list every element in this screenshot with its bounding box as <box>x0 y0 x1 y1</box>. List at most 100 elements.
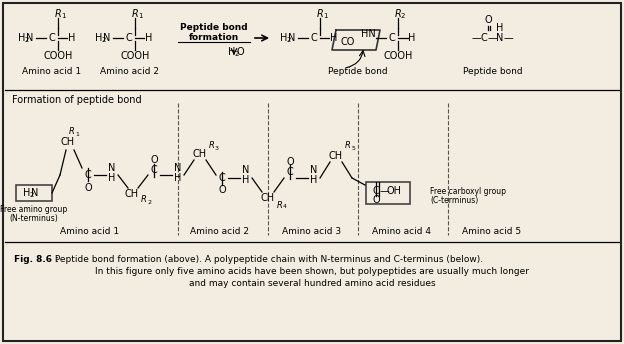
Text: Amino acid 2: Amino acid 2 <box>190 227 250 237</box>
Text: CH: CH <box>61 137 75 147</box>
Text: C: C <box>85 170 91 180</box>
Text: 2: 2 <box>25 37 29 43</box>
Text: HN: HN <box>361 29 376 39</box>
Text: Amino acid 3: Amino acid 3 <box>283 227 341 237</box>
Text: R: R <box>394 9 401 19</box>
Text: 3: 3 <box>215 146 219 151</box>
Text: —: — <box>471 33 481 43</box>
Text: 4: 4 <box>283 204 287 209</box>
Text: N: N <box>26 33 34 43</box>
Text: Amino acid 1: Amino acid 1 <box>61 227 120 237</box>
Text: H: H <box>408 33 416 43</box>
Text: O: O <box>484 15 492 25</box>
Text: —: — <box>379 186 389 196</box>
Text: formation: formation <box>189 33 239 43</box>
Text: 2: 2 <box>102 37 106 43</box>
Text: 1: 1 <box>61 13 66 19</box>
Text: COOH: COOH <box>383 51 412 61</box>
Text: (N-terminus): (N-terminus) <box>9 214 59 223</box>
Text: 2: 2 <box>235 51 239 57</box>
Text: N: N <box>174 163 182 173</box>
Text: C: C <box>480 33 487 43</box>
Text: R: R <box>141 195 147 204</box>
Text: R: R <box>316 9 323 19</box>
Text: 1: 1 <box>138 13 142 19</box>
Text: C: C <box>389 33 396 43</box>
Text: O: O <box>84 183 92 193</box>
Text: H: H <box>280 33 288 43</box>
Text: O: O <box>218 185 226 195</box>
Text: R: R <box>209 141 215 151</box>
Text: R: R <box>69 128 75 137</box>
Text: R: R <box>55 9 61 19</box>
Text: N: N <box>310 165 318 175</box>
Text: C: C <box>150 165 157 175</box>
Text: In this figure only five amino acids have been shown, but polypeptides are usual: In this figure only five amino acids hav… <box>95 268 529 277</box>
Text: —: — <box>487 33 497 43</box>
Text: CH: CH <box>193 149 207 159</box>
Text: O: O <box>236 47 244 57</box>
Text: Free amino group: Free amino group <box>1 205 67 215</box>
Text: 1: 1 <box>75 131 79 137</box>
Text: (C-terminus): (C-terminus) <box>430 195 478 204</box>
Text: Amino acid 1: Amino acid 1 <box>22 67 82 76</box>
Text: Peptide bond: Peptide bond <box>328 67 388 76</box>
Text: R: R <box>345 141 351 151</box>
Text: H: H <box>330 33 338 43</box>
Text: N: N <box>496 33 504 43</box>
Text: 1: 1 <box>323 13 327 19</box>
Text: H: H <box>95 33 103 43</box>
Text: COOH: COOH <box>43 51 72 61</box>
Text: H: H <box>310 175 318 185</box>
Text: N: N <box>242 165 250 175</box>
Text: 5: 5 <box>351 146 355 151</box>
Text: —: — <box>503 33 513 43</box>
Text: H: H <box>496 23 504 33</box>
Text: Fig. 8.6 :: Fig. 8.6 : <box>14 255 59 264</box>
Bar <box>366 182 410 204</box>
Text: C: C <box>125 33 132 43</box>
Text: N: N <box>288 33 296 43</box>
Text: 2: 2 <box>287 37 291 43</box>
Text: Formation of peptide bond: Formation of peptide bond <box>12 95 142 105</box>
Text: Peptide bond: Peptide bond <box>463 67 523 76</box>
Text: OH: OH <box>386 186 401 196</box>
Text: N: N <box>109 163 115 173</box>
Text: CH: CH <box>261 193 275 203</box>
Text: Amino acid 2: Amino acid 2 <box>99 67 158 76</box>
Text: H: H <box>242 175 250 185</box>
Text: Free carboxyl group: Free carboxyl group <box>430 186 506 195</box>
Text: 2: 2 <box>147 200 151 204</box>
Text: Peptide bond formation (above). A polypeptide chain with N-terminus and C-termin: Peptide bond formation (above). A polype… <box>52 255 483 264</box>
Text: C: C <box>49 33 56 43</box>
Text: O: O <box>286 157 294 167</box>
Text: H: H <box>23 188 31 198</box>
Text: C: C <box>311 33 318 43</box>
Text: H: H <box>18 33 26 43</box>
Text: CO: CO <box>341 37 355 47</box>
Text: CH: CH <box>125 189 139 199</box>
Text: C: C <box>218 173 225 183</box>
Text: N: N <box>104 33 110 43</box>
Text: H: H <box>109 173 115 183</box>
Text: CH: CH <box>329 151 343 161</box>
Text: O: O <box>150 155 158 165</box>
Text: R: R <box>277 201 283 209</box>
Text: Amino acid 5: Amino acid 5 <box>462 227 522 237</box>
Text: 2: 2 <box>401 13 405 19</box>
Bar <box>16 185 52 201</box>
Text: Amino acid 4: Amino acid 4 <box>373 227 432 237</box>
Text: H: H <box>228 47 236 57</box>
Text: H: H <box>174 173 182 183</box>
Text: R: R <box>132 9 139 19</box>
Text: COOH: COOH <box>120 51 150 61</box>
Text: 2: 2 <box>30 192 34 198</box>
Text: N: N <box>31 188 39 198</box>
Text: H: H <box>145 33 153 43</box>
Text: Peptide bond: Peptide bond <box>180 23 248 32</box>
Text: H: H <box>68 33 76 43</box>
Text: and may contain several hundred amino acid residues: and may contain several hundred amino ac… <box>188 279 436 289</box>
Text: C: C <box>373 186 379 196</box>
Text: C: C <box>286 167 293 177</box>
Text: O: O <box>372 195 380 205</box>
